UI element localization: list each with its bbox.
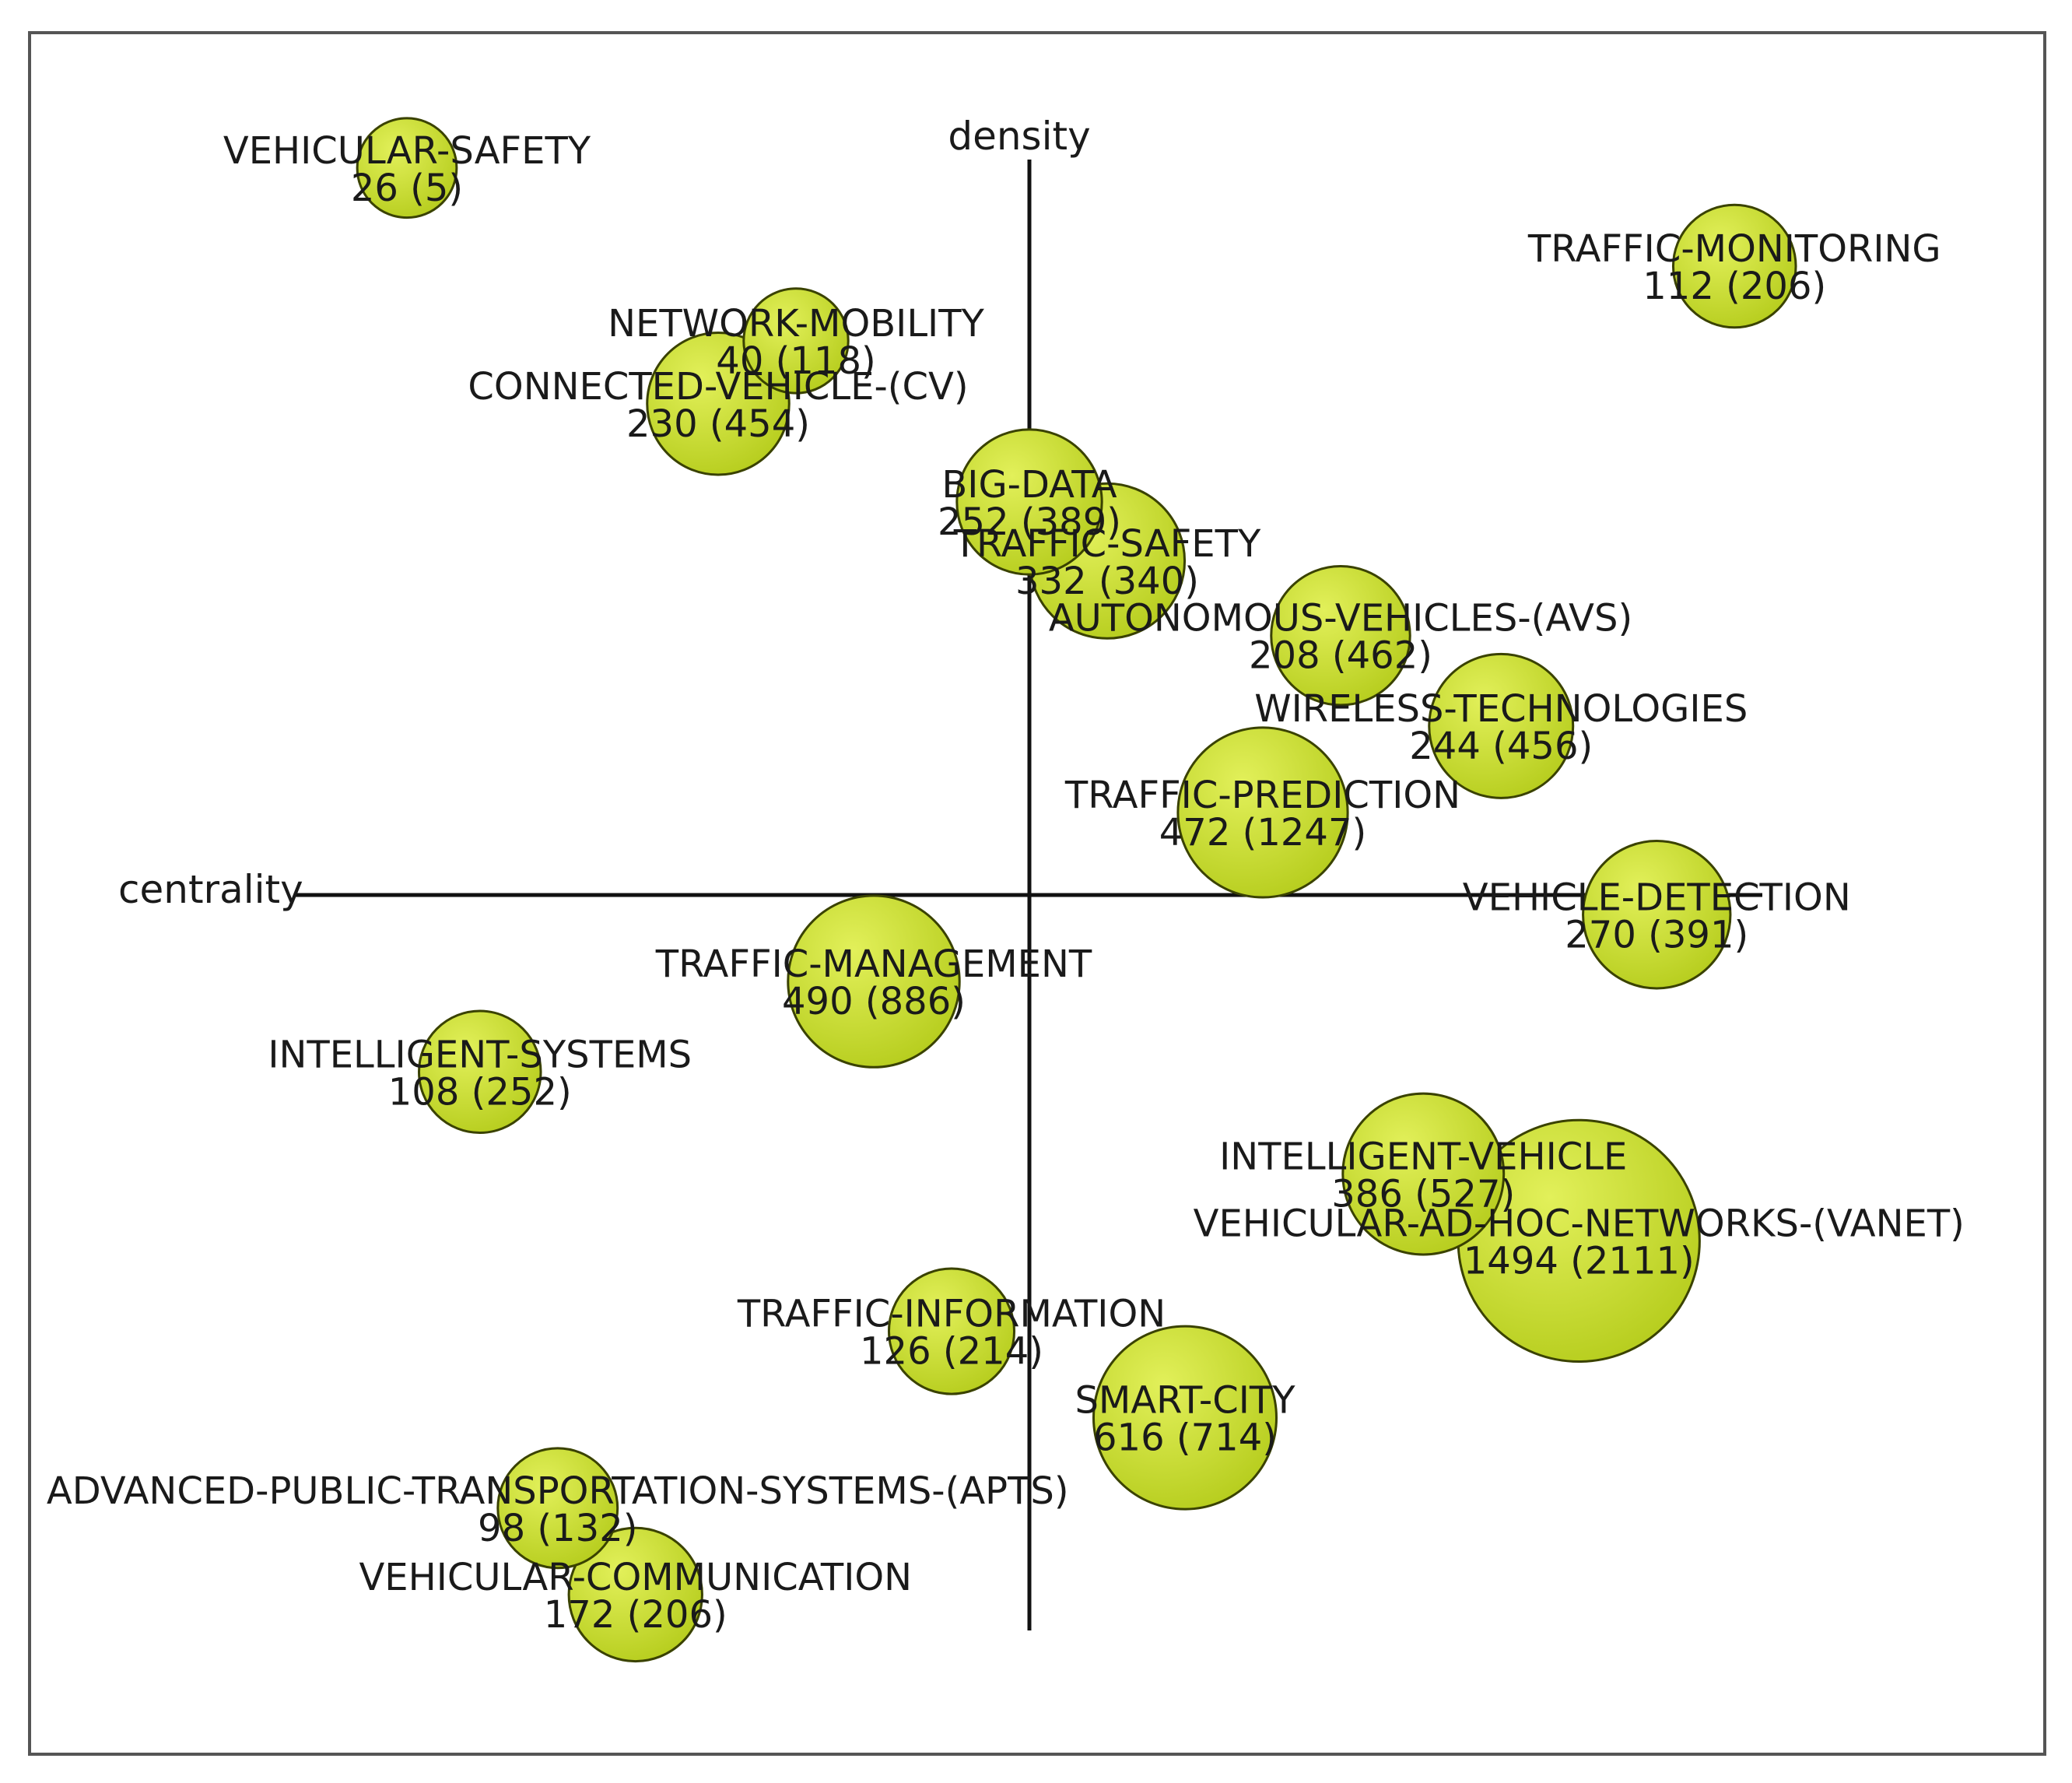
value-vehicular-ad-hoc-networks-vanet: 1494 (2111) xyxy=(1464,1239,1695,1283)
value-traffic-prediction: 472 (1247) xyxy=(1159,811,1366,855)
label-smart-city: SMART-CITY xyxy=(1075,1379,1295,1423)
bubble-vehicular-communication xyxy=(567,1526,703,1663)
bubble-traffic-information xyxy=(887,1267,1016,1395)
bubble-traffic-prediction xyxy=(1176,726,1349,899)
label-vehicular-safety: VEHICULAR-SAFETY xyxy=(223,129,591,173)
label-traffic-information: TRAFFIC-INFORMATION xyxy=(737,1293,1166,1336)
label-traffic-monitoring: TRAFFIC-MONITORING xyxy=(1527,227,1941,271)
bubble-intelligent-vehicle xyxy=(1341,1092,1506,1256)
value-advanced-public-transportation-systems-apts: 98 (132) xyxy=(478,1507,637,1550)
label-traffic-prediction: TRAFFIC-PREDICTION xyxy=(1064,774,1460,817)
value-connected-vehicle-cv: 230 (454) xyxy=(626,402,810,446)
value-network-mobility: 40 (118) xyxy=(716,339,875,383)
value-vehicular-communication: 172 (206) xyxy=(544,1593,727,1637)
value-intelligent-systems: 108 (252) xyxy=(388,1070,572,1114)
y-axis-label: density xyxy=(948,114,1090,159)
value-traffic-safety: 332 (340) xyxy=(1015,560,1199,603)
bubble-smart-city xyxy=(1092,1325,1278,1511)
label-wireless-technologies: WIRELESS-TECHNOLOGIES xyxy=(1254,687,1748,731)
bubble-big-data xyxy=(955,428,1103,576)
value-autonomous-vehicles-avs: 208 (462) xyxy=(1249,634,1432,678)
bubble-network-mobility xyxy=(742,287,850,395)
value-vehicle-detection: 270 (391) xyxy=(1565,913,1748,956)
value-traffic-management: 490 (886) xyxy=(782,980,966,1023)
label-vehicular-ad-hoc-networks-vanet: VEHICULAR-AD-HOC-NETWORKS-(VANET) xyxy=(1194,1202,1965,1245)
bubble-traffic-monitoring xyxy=(1671,203,1797,329)
value-wireless-technologies: 244 (456) xyxy=(1409,725,1593,768)
value-big-data: 252 (389) xyxy=(938,500,1121,544)
label-big-data: BIG-DATA xyxy=(941,463,1117,507)
bubble-intelligent-systems xyxy=(417,1009,542,1135)
bubble-wireless-technologies xyxy=(1428,652,1575,799)
label-connected-vehicle-cv: CONNECTED-VEHICLE-(CV) xyxy=(468,365,968,409)
label-vehicular-communication: VEHICULAR-COMMUNICATION xyxy=(359,1556,912,1599)
bubble-vehicle-detection xyxy=(1582,840,1732,990)
value-traffic-monitoring: 112 (206) xyxy=(1643,265,1826,308)
bubble-traffic-management xyxy=(787,894,961,1069)
value-vehicular-safety: 26 (5) xyxy=(351,167,463,210)
value-smart-city: 616 (714) xyxy=(1093,1416,1277,1460)
value-traffic-information: 126 (214) xyxy=(860,1330,1043,1374)
x-axis-label: centrality xyxy=(118,867,303,912)
bubble-advanced-public-transportation-systems-apts xyxy=(496,1447,619,1570)
label-traffic-management: TRAFFIC-MANAGEMENT xyxy=(655,942,1092,986)
bubble-vehicular-safety xyxy=(356,117,458,219)
label-intelligent-vehicle: INTELLIGENT-VEHICLE xyxy=(1219,1135,1627,1179)
label-vehicle-detection: VEHICLE-DETECTION xyxy=(1463,876,1851,919)
bubble-autonomous-vehicles-avs xyxy=(1270,564,1411,707)
value-intelligent-vehicle: 386 (527) xyxy=(1331,1173,1515,1216)
bubble-layer xyxy=(356,117,1797,1663)
label-autonomous-vehicles-avs: AUTONOMOUS-VEHICLES-(AVS) xyxy=(1049,597,1632,641)
label-intelligent-systems: INTELLIGENT-SYSTEMS xyxy=(268,1033,692,1076)
label-traffic-safety: TRAFFIC-SAFETY xyxy=(953,522,1261,566)
label-network-mobility: NETWORK-MOBILITY xyxy=(608,302,984,346)
label-advanced-public-transportation-systems-apts: ADVANCED-PUBLIC-TRANSPORTATION-SYSTEMS-(… xyxy=(47,1469,1069,1513)
